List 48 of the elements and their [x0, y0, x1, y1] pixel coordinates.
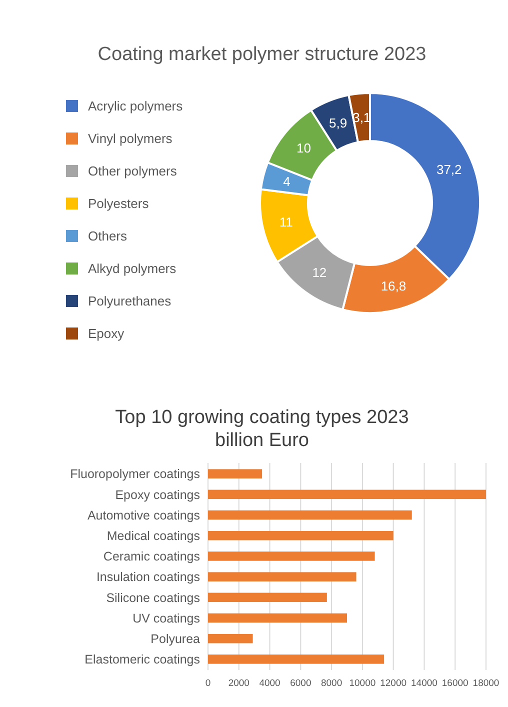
legend-label: Others	[88, 228, 128, 244]
x-tick-label: 10000	[349, 678, 376, 689]
legend-label: Other polymers	[88, 164, 178, 179]
y-tick-label: Elastomeric coatings	[84, 652, 200, 667]
y-tick-label: Silicone coatings	[106, 590, 200, 605]
data-label: 37,2	[436, 162, 462, 177]
legend-label: Epoxy	[88, 326, 125, 342]
bar	[208, 592, 327, 602]
y-tick-label: Epoxy coatings	[115, 488, 200, 502]
y-tick-label: Ceramic coatings	[103, 550, 200, 564]
data-label: 12	[312, 265, 327, 280]
x-tick-label: 0	[205, 678, 211, 689]
bar	[208, 469, 262, 478]
y-tick-label: Insulation coatings	[96, 570, 200, 584]
legend-label: Polyurethanes	[88, 294, 172, 309]
y-tick-label: UV coatings	[132, 611, 200, 626]
legend-label: Polyesters	[88, 196, 150, 212]
x-tick-label: 12000	[380, 678, 407, 689]
data-label: 4	[283, 174, 290, 190]
x-tick-label: 6000	[290, 678, 312, 689]
data-label: 16,8	[380, 278, 406, 294]
x-tick-label: 8000	[320, 678, 342, 689]
y-tick-label: Polyurea	[150, 632, 200, 646]
bar	[208, 572, 356, 582]
chart-subtitle: billion Euro	[215, 430, 309, 451]
y-tick-label: Automotive coatings	[87, 508, 200, 522]
chart-title: Coating market polymer structure 2023	[98, 44, 426, 65]
x-tick-label: 16000	[442, 678, 468, 689]
bar	[208, 613, 347, 623]
x-tick-label: 4000	[259, 678, 280, 689]
bar	[208, 530, 394, 540]
legend-label: Acrylic polymers	[88, 98, 184, 114]
y-tick-label: Medical coatings	[106, 528, 200, 543]
bar	[208, 490, 486, 500]
data-label: 5,9	[329, 116, 348, 131]
x-tick-label: 14000	[411, 678, 438, 689]
x-tick-label: 2000	[228, 678, 250, 689]
bar	[208, 654, 384, 664]
y-tick-label: Fluoropolymer coatings	[70, 467, 200, 482]
bar	[208, 552, 375, 561]
data-label: 11	[279, 214, 293, 230]
legend-label: Vinyl polymers	[88, 131, 173, 146]
legend-label: Alkyd polymers	[88, 261, 177, 276]
bar	[208, 634, 253, 644]
chart-title: Top 10 growing coating types 2023	[115, 407, 409, 428]
data-label: 10	[296, 140, 311, 156]
x-tick-label: 18000	[472, 678, 500, 689]
bar	[208, 510, 412, 520]
